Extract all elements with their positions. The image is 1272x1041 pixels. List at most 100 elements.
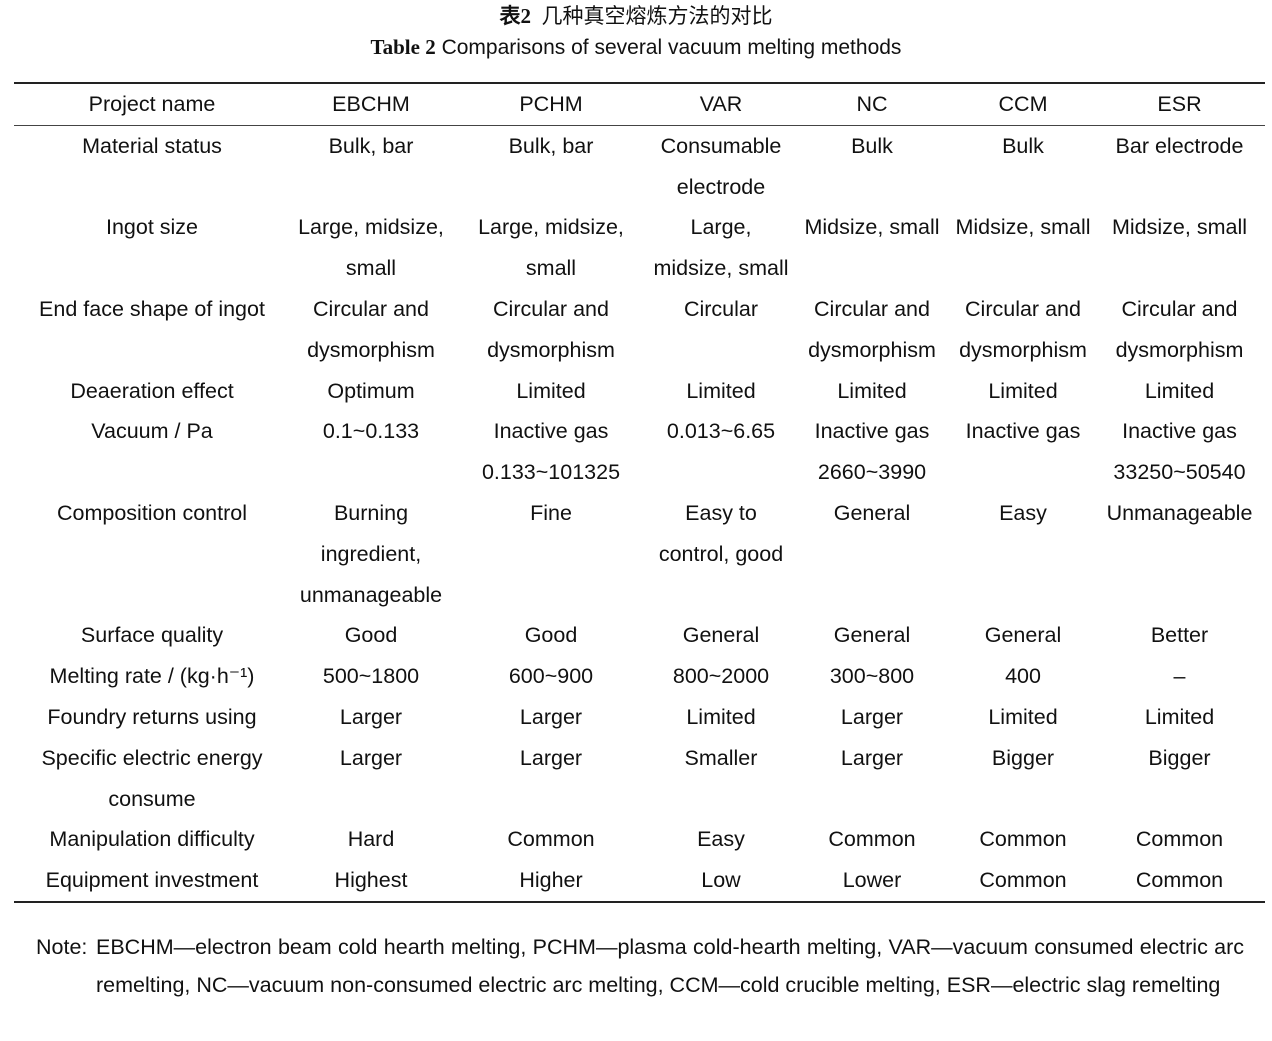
table-cell: General: [833, 623, 911, 648]
table-cell: Good: [524, 623, 578, 648]
table-cell: 0.013~6.65: [666, 419, 776, 444]
table-cell: Circular and dysmorphism: [487, 296, 615, 362]
table-cell: General: [833, 500, 911, 525]
table-cell: Circular: [683, 296, 759, 321]
table-cell: General: [682, 623, 760, 648]
table-cell: Easy to control, good: [658, 500, 784, 566]
row-label: Specific electric energy consume: [41, 745, 263, 811]
table-cell: Midsize, small: [1112, 215, 1247, 240]
table-row: Foundry returns using Larger Larger Limited…: [14, 697, 1265, 738]
table-cell: –: [1173, 664, 1186, 689]
table-cell: Circular and dysmorphism: [959, 296, 1087, 362]
table-cell: Limited: [1144, 704, 1215, 729]
table-cell: Midsize, small: [804, 215, 940, 240]
table-cell: Limited: [516, 378, 586, 403]
table-cell: 0.1~0.133: [322, 419, 420, 444]
table-cell: Larger: [519, 745, 583, 770]
table-cell: Common: [1135, 827, 1224, 852]
table-cell: Consumable electrode: [660, 133, 782, 199]
table-cell: Optimum: [327, 378, 415, 403]
table-cell: Inactive gas 0.133~101325: [481, 419, 621, 485]
table-cell: Larger: [840, 745, 904, 770]
table-cell: 300~800: [829, 664, 915, 689]
table-cell: Bulk: [851, 133, 893, 158]
header-row: Project name EBCHM PCHM VAR NC CCM ESR: [14, 83, 1265, 126]
table-cell: Bulk, bar: [328, 133, 414, 158]
caption-label: Table 2: [370, 35, 436, 59]
table-cell: 500~1800: [322, 664, 420, 689]
caption-title: Comparisons of several vacuum melting me…: [441, 36, 902, 59]
table-body: Material status Bulk, bar Bulk, bar Consuma…: [14, 125, 1265, 902]
row-label: Melting rate / (kg·h⁻¹): [49, 664, 255, 689]
table-row: End face shape of ingot Circular and dysm…: [14, 289, 1265, 371]
table-cell: Unmanageable: [1106, 500, 1253, 525]
header-cell: PCHM: [519, 92, 583, 116]
table-cell: Burning ingredient, unmanageable: [299, 500, 443, 607]
caption-label: 表2: [499, 4, 532, 28]
table-cell: Common: [507, 827, 595, 852]
table-cell: Large, midsize, small: [653, 215, 789, 281]
table-cell: Lower: [842, 868, 902, 893]
caption: 表2 几种真空熔炼方法的对比 Table 2 Comparisons of se…: [0, 2, 1272, 65]
table-cell: Bigger: [1148, 745, 1211, 770]
table-cell: Midsize, small: [955, 215, 1091, 240]
table-cell: Larger: [339, 745, 403, 770]
table-cell: Bulk: [1002, 133, 1044, 158]
note: Note: EBCHM—electron beam cold hearth me…: [36, 928, 1244, 1004]
table-cell: Inactive gas 33250~50540: [1113, 419, 1246, 485]
table-cell: Limited: [686, 378, 756, 403]
table-cell: Limited: [1144, 378, 1215, 403]
table-row: Surface quality Good Good General General Gen…: [14, 615, 1265, 656]
table-cell: Common: [979, 868, 1067, 893]
table-cell: Inactive gas 2660~3990: [814, 419, 930, 485]
table-cell: Easy: [697, 827, 745, 852]
row-label: Ingot size: [105, 215, 199, 240]
table-cell: 600~900: [508, 664, 594, 689]
table-cell: Good: [344, 623, 398, 648]
header-cell: NC: [856, 92, 888, 116]
table-row: Material status Bulk, bar Bulk, bar Consuma…: [14, 125, 1265, 207]
row-label: Composition control: [56, 500, 247, 525]
table-cell: Inactive gas: [965, 419, 1081, 444]
table-cell: Low: [701, 868, 741, 893]
table-cell: Circular and dysmorphism: [808, 296, 936, 362]
table-cell: Limited: [837, 378, 907, 403]
table-cell: Common: [979, 827, 1067, 852]
header-cell: Project name: [88, 92, 216, 116]
header-cell: CCM: [998, 92, 1048, 116]
table-cell: Larger: [519, 704, 583, 729]
caption-en: Table 2 Comparisons of several vacuum me…: [0, 30, 1272, 65]
table-row: Composition control Burning ingredient, u…: [14, 493, 1265, 615]
table-cell: General: [984, 623, 1062, 648]
table-row: Deaeration effect Optimum Limited Limited Li…: [14, 371, 1265, 412]
table-cell: Bigger: [991, 745, 1055, 770]
caption-cn: 表2 几种真空熔炼方法的对比: [0, 2, 1272, 30]
table-cell: 800~2000: [672, 664, 770, 689]
table-row: Specific electric energy consume Larger La…: [14, 738, 1265, 820]
table-cell: Limited: [988, 704, 1058, 729]
row-label: Deaeration effect: [70, 378, 234, 403]
table-cell: Bulk, bar: [508, 133, 594, 158]
caption-title: 几种真空熔炼方法的对比: [541, 4, 773, 28]
table-cell: Limited: [686, 704, 756, 729]
row-label: End face shape of ingot: [39, 296, 265, 321]
table-row: Manipulation difficulty Hard Common Easy Com…: [14, 819, 1265, 860]
table-row: Melting rate / (kg·h⁻¹) 500~1800 600~900 80…: [14, 656, 1265, 697]
table-cell: 400: [1005, 664, 1041, 689]
table-cell: Easy: [999, 500, 1047, 525]
header-cell: ESR: [1157, 92, 1202, 116]
comparison-table: Project name EBCHM PCHM VAR NC CCM ESR Materia…: [14, 82, 1265, 903]
note-text: EBCHM—electron beam cold hearth melting,…: [96, 935, 1244, 997]
table-cell: Common: [1135, 868, 1224, 893]
table-cell: Smaller: [684, 745, 758, 770]
table-cell: Larger: [339, 704, 403, 729]
table-cell: Common: [828, 827, 916, 852]
table-cell: Limited: [988, 378, 1058, 403]
table-cell: Hard: [347, 827, 395, 852]
table-cell: Large, midsize, small: [478, 215, 624, 281]
table-cell: Circular and dysmorphism: [307, 296, 435, 362]
header-cell: EBCHM: [332, 92, 410, 116]
row-label: Material status: [82, 133, 222, 158]
